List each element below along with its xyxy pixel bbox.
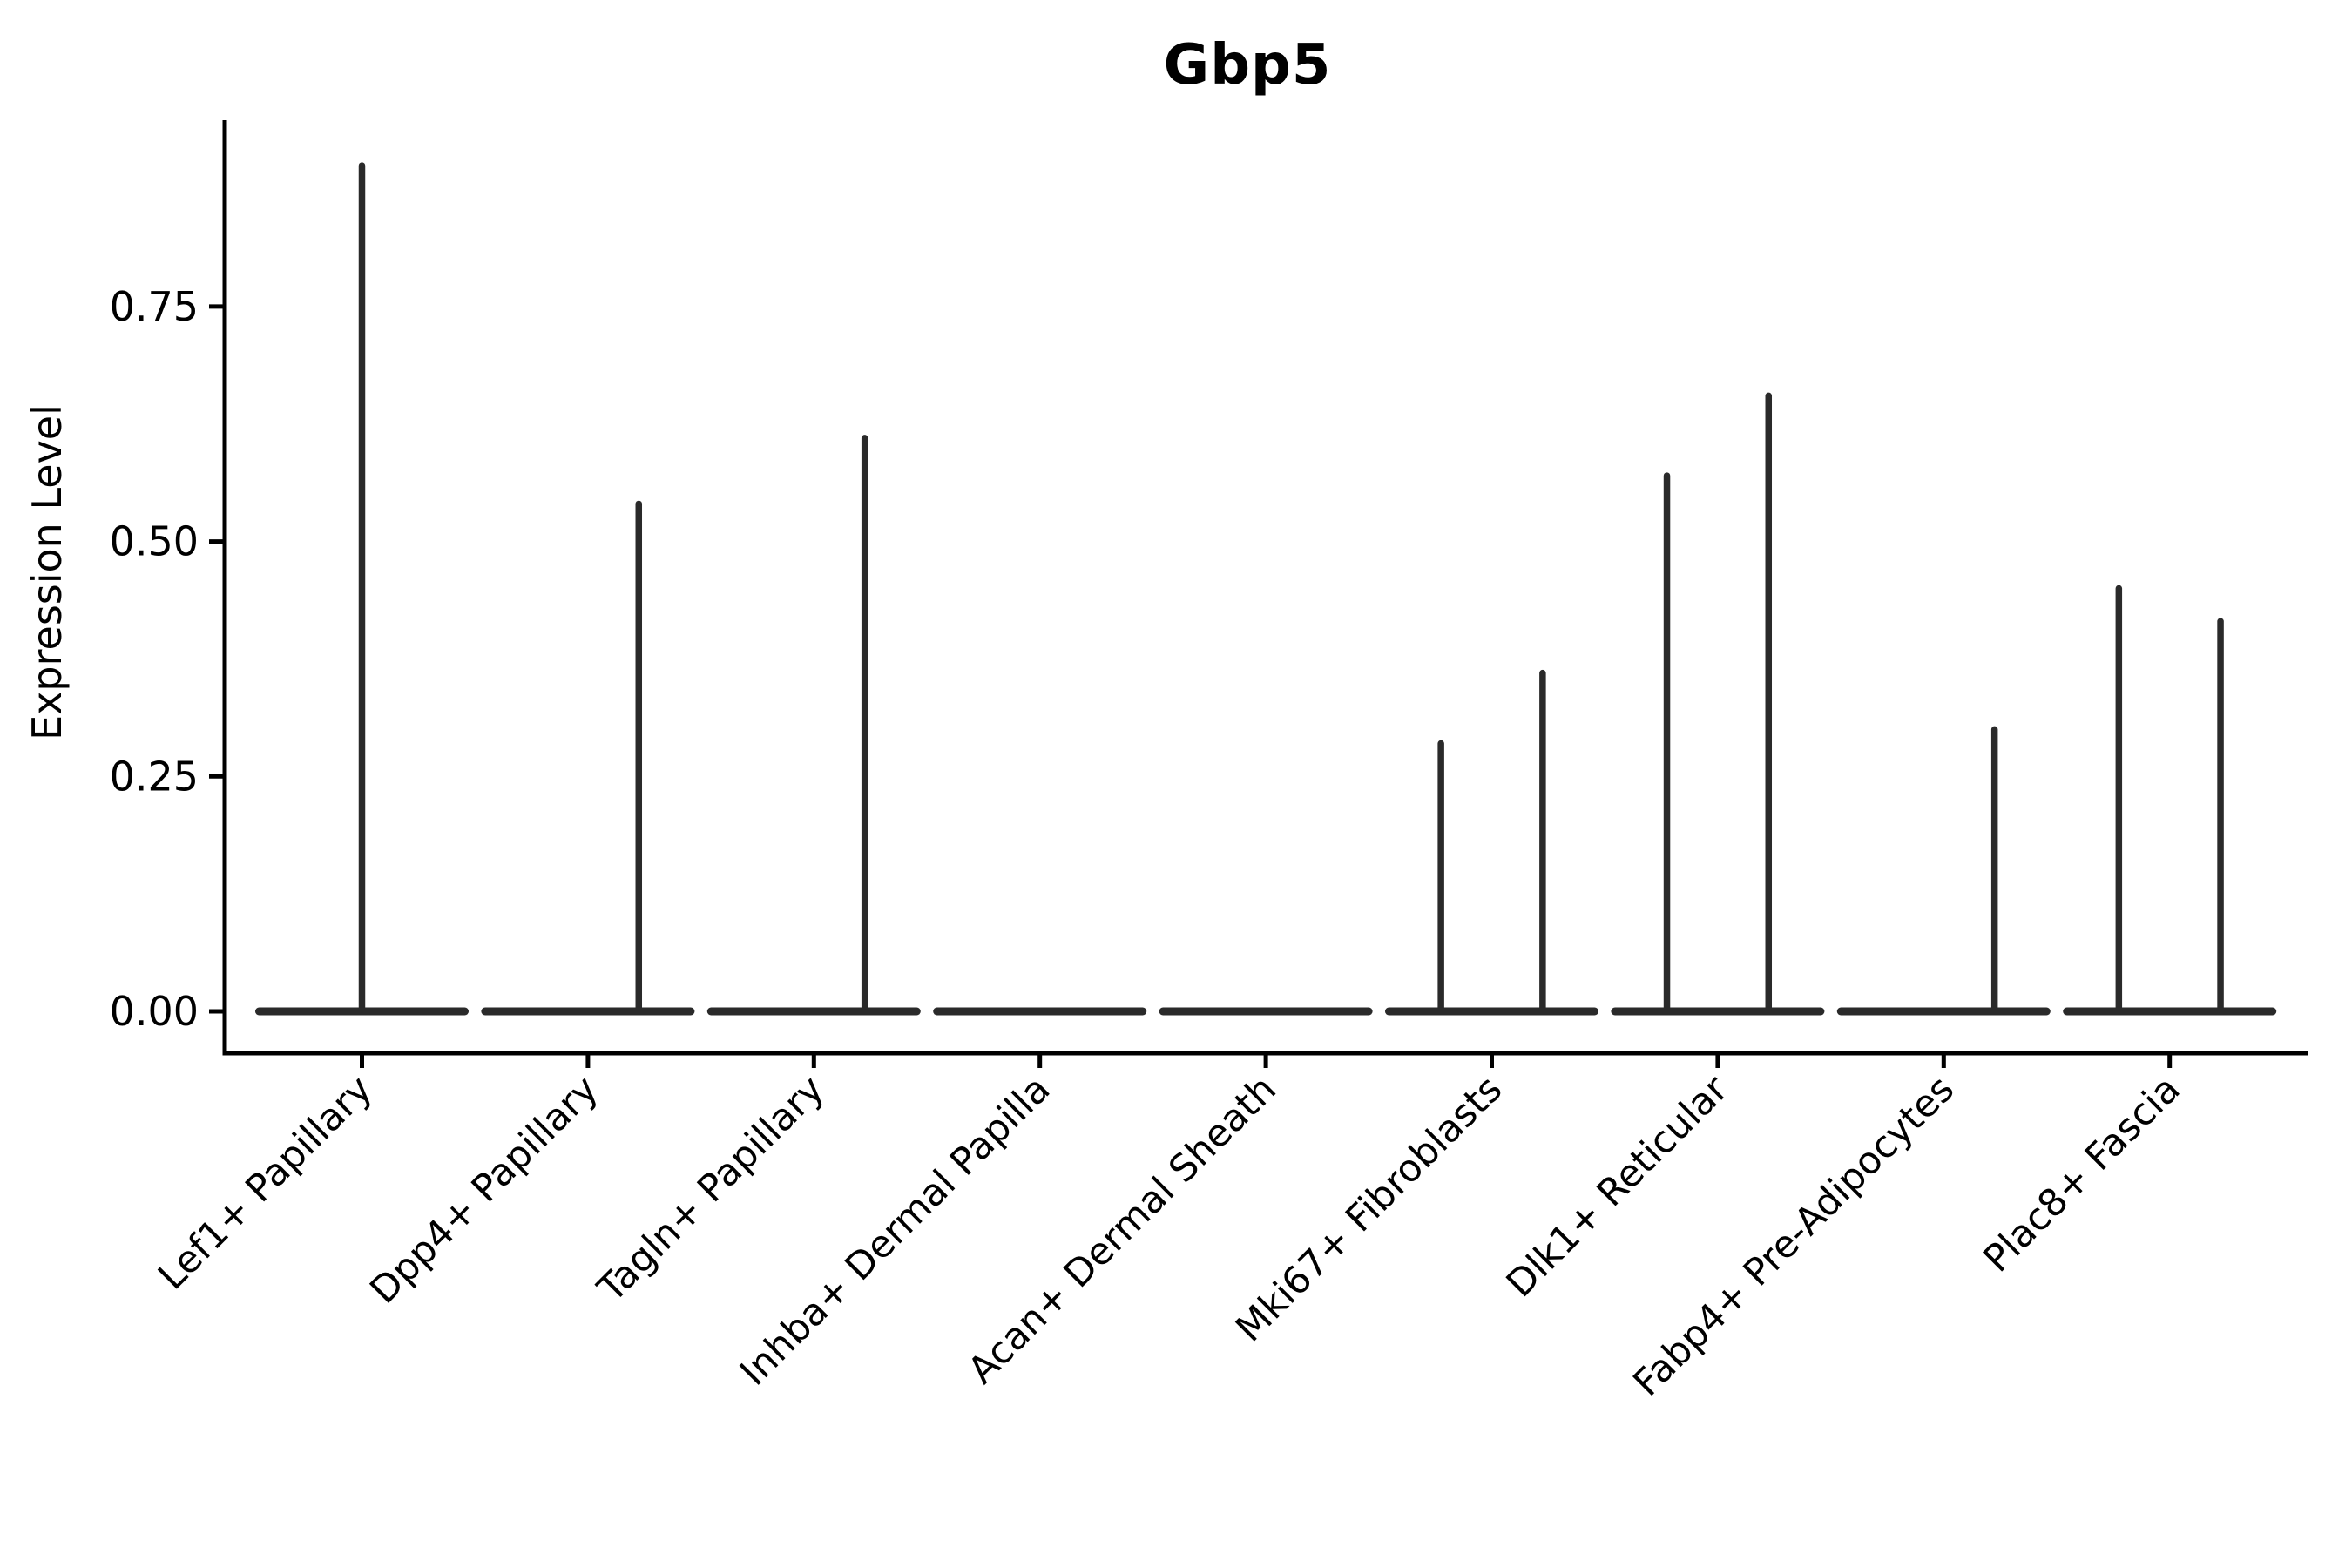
x-tick-label: Plac8+ Fascia <box>1976 1067 2189 1281</box>
x-tick-label: Lef1+ Papillary <box>150 1067 381 1298</box>
y-tick-label: 0.75 <box>110 283 199 330</box>
x-tick-label: Dlk1+ Reticular <box>1498 1067 1737 1306</box>
chart-title: Gbp5 <box>1163 33 1332 98</box>
y-tick-label: 0.50 <box>110 518 199 565</box>
x-tick-label: Dpp4+ Papillary <box>362 1067 606 1312</box>
y-tick-label: 0.00 <box>110 988 199 1035</box>
y-tick-label: 0.25 <box>110 753 199 800</box>
x-tick-label: Tagln+ Papillary <box>589 1067 833 1311</box>
